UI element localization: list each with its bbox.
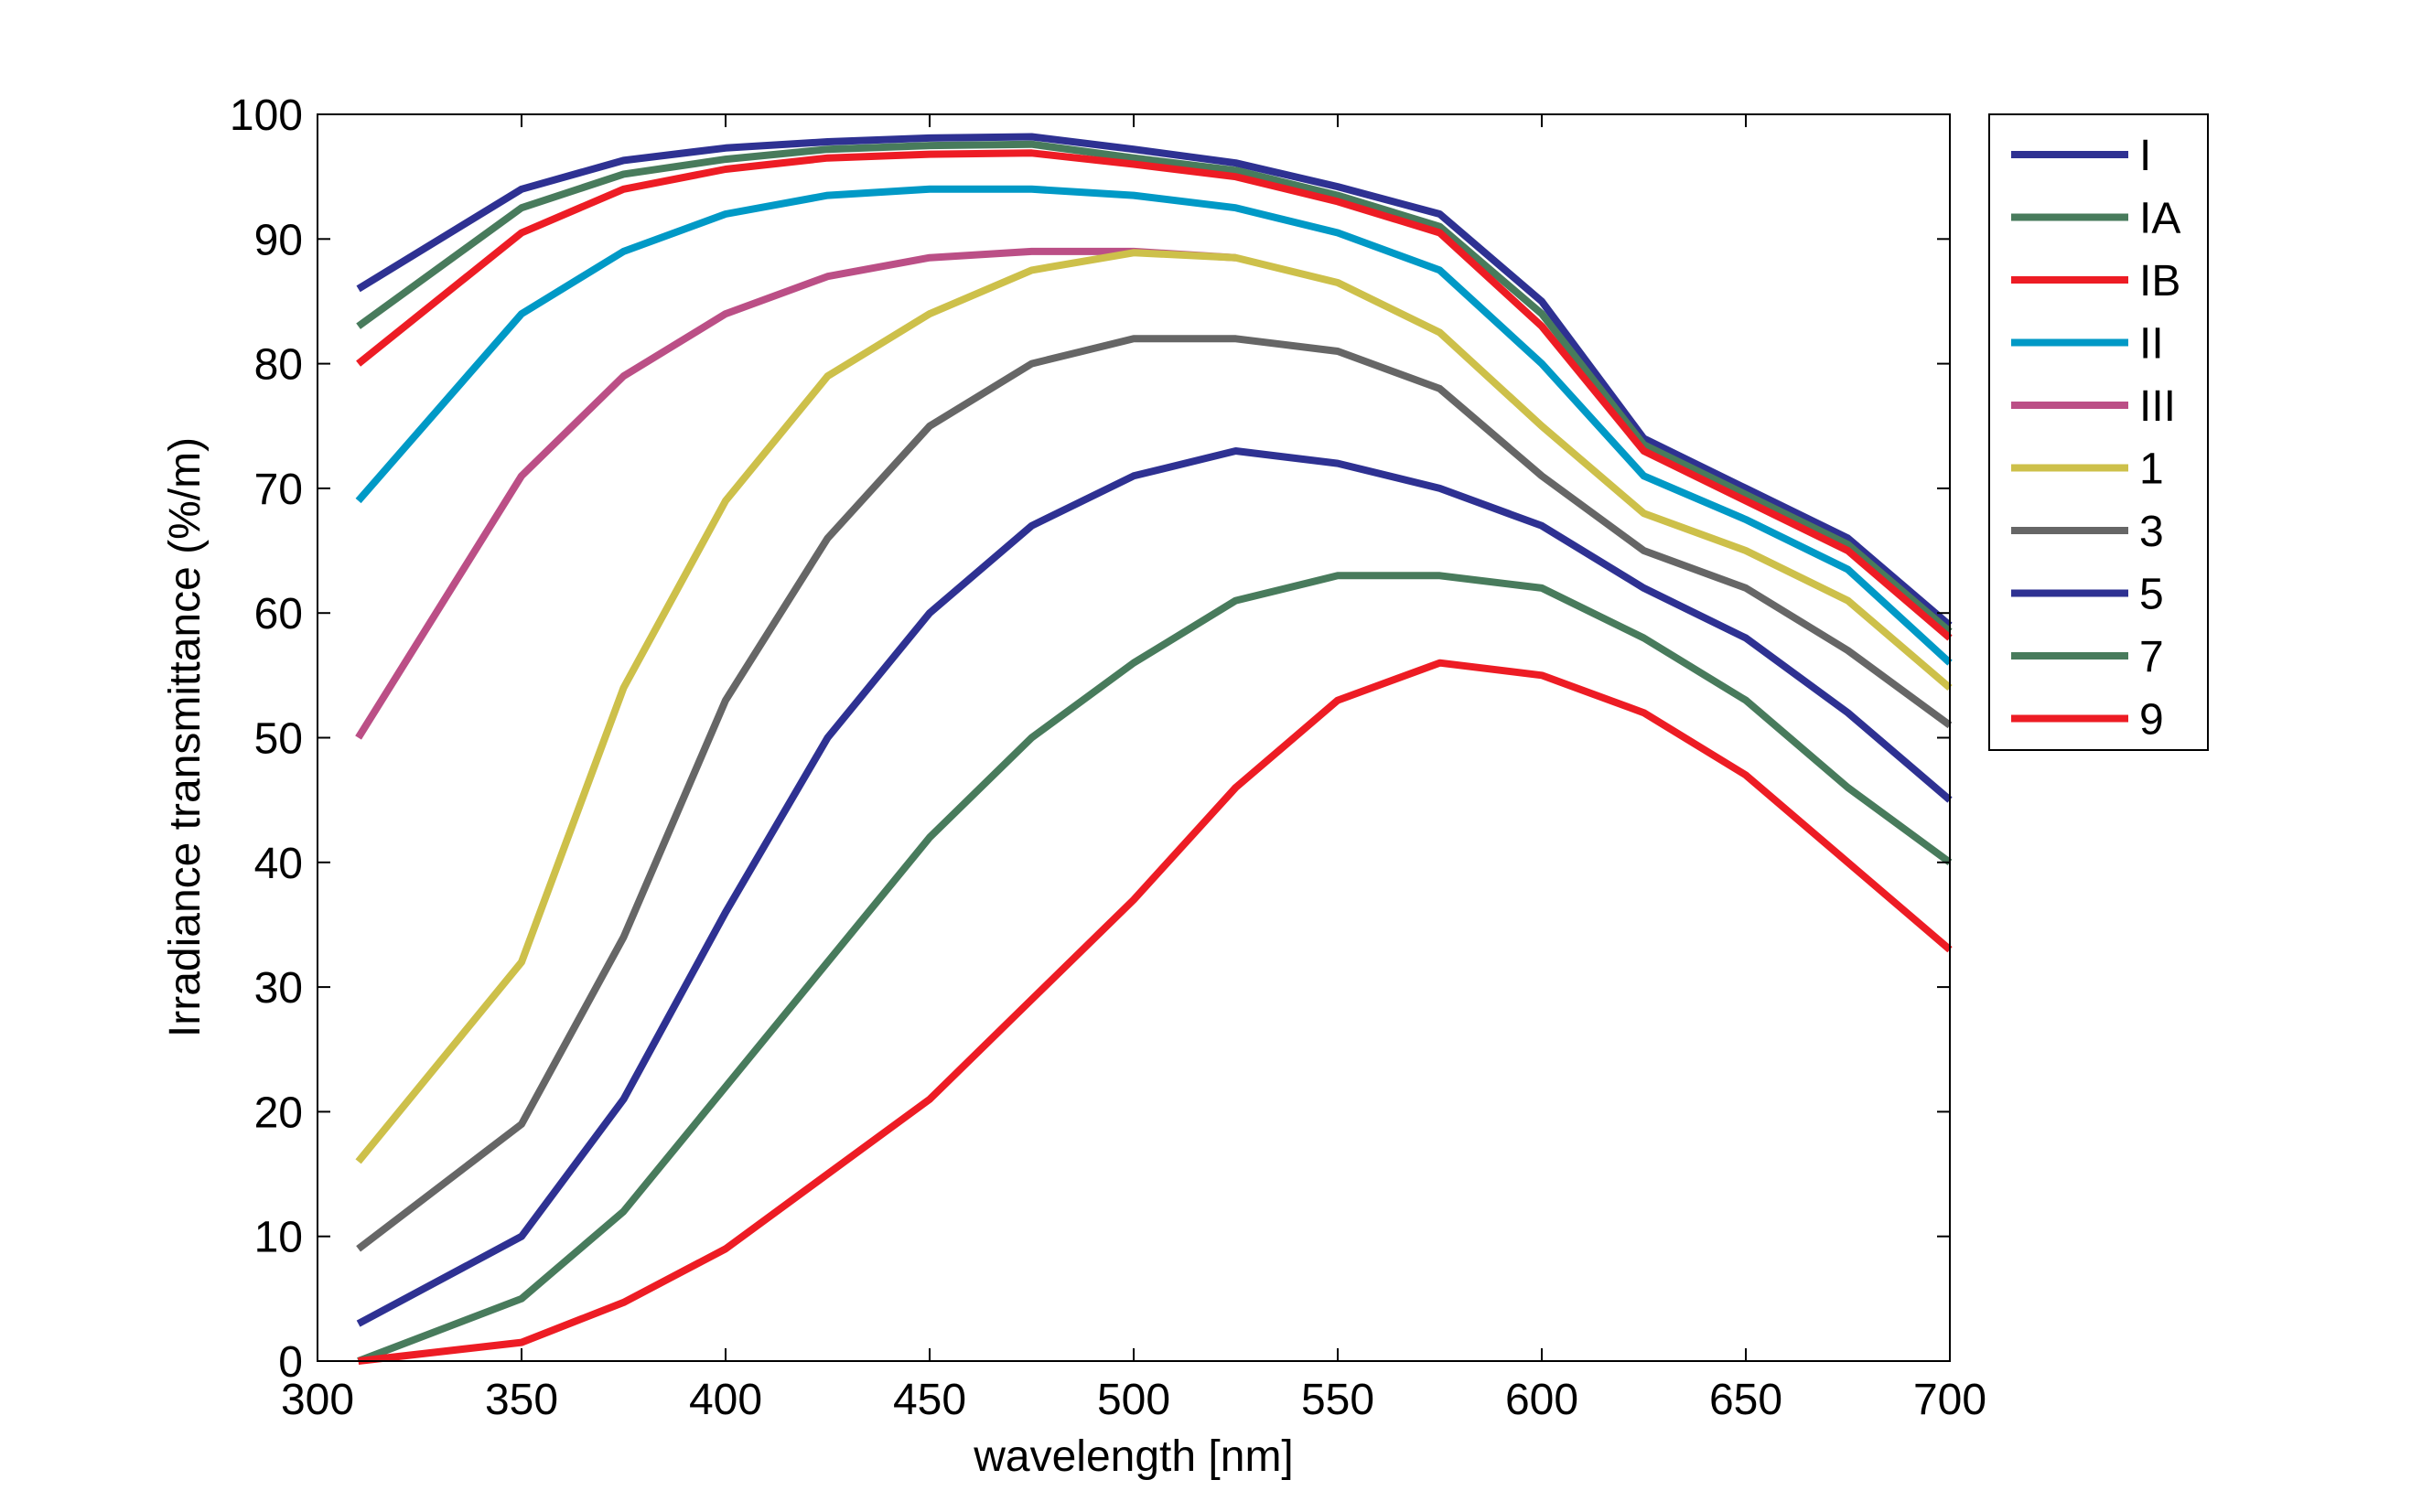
y-tick-label: 40	[254, 840, 303, 888]
x-tick-label: 650	[1709, 1376, 1782, 1424]
legend-label: 7	[2139, 633, 2164, 681]
x-tick-label: 500	[1097, 1376, 1170, 1424]
series-line-I	[356, 133, 1953, 628]
legend-label: II	[2139, 320, 2164, 369]
series-line-9	[358, 659, 1953, 1365]
y-tick-label: 70	[254, 466, 303, 514]
plot-frame	[317, 113, 1951, 1362]
series-line-7	[357, 572, 1953, 1365]
axis-ticks: 300 350 400 450 500 550 600 650 700 0 10 20 30 40 50 60…	[230, 91, 1986, 1424]
x-axis-label: wavelength [nm]	[973, 1432, 1294, 1481]
legend-label: 5	[2139, 571, 2164, 619]
x-tick-label: 550	[1301, 1376, 1374, 1424]
x-tick-label: 350	[485, 1376, 558, 1424]
x-tick-label: 600	[1505, 1376, 1578, 1424]
y-tick-label: 80	[254, 341, 303, 390]
legend-label: I	[2139, 132, 2151, 180]
y-tick-label: 100	[230, 91, 303, 140]
y-tick-label: 0	[278, 1338, 303, 1387]
x-tick-label: 400	[689, 1376, 762, 1424]
series-line-IB	[356, 149, 1953, 641]
y-tick-label: 90	[254, 216, 303, 264]
series-line-III	[355, 247, 1236, 740]
x-tick-label: 300	[281, 1376, 354, 1424]
x-tick-label: 450	[893, 1376, 966, 1424]
series-lines	[355, 133, 1953, 1365]
legend-label: IB	[2139, 257, 2180, 306]
y-axis-label: Irradiance transmittance (%/m)	[161, 437, 210, 1037]
y-tick-label: 10	[254, 1214, 303, 1262]
y-tick-label: 20	[254, 1088, 303, 1137]
y-tick-label: 30	[254, 964, 303, 1013]
series-line-1	[355, 249, 1953, 1164]
series-line-3	[356, 335, 1953, 1252]
y-tick-label: 50	[254, 715, 303, 764]
series-line-5	[356, 447, 1953, 1327]
legend-label: 3	[2139, 508, 2164, 556]
legend-label: 1	[2139, 445, 2164, 494]
y-tick-label: 60	[254, 590, 303, 638]
x-tick-label: 700	[1913, 1376, 1986, 1424]
series-line-IA	[356, 140, 1953, 635]
legend-label: IA	[2139, 195, 2180, 243]
legend-label: III	[2139, 382, 2176, 431]
series-line-II	[355, 185, 1953, 666]
legend-label: 9	[2139, 696, 2164, 745]
